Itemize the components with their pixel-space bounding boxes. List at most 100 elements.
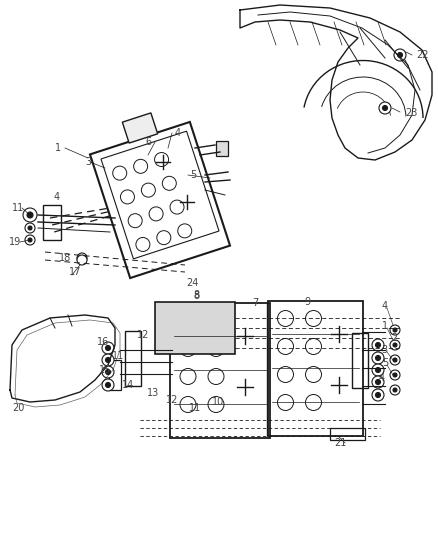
Circle shape — [113, 166, 127, 180]
Circle shape — [390, 325, 400, 335]
Text: 17: 17 — [69, 267, 81, 277]
Circle shape — [155, 152, 169, 166]
Circle shape — [180, 312, 196, 328]
Circle shape — [372, 389, 384, 401]
Circle shape — [390, 355, 400, 365]
Circle shape — [208, 312, 224, 328]
Circle shape — [305, 394, 321, 410]
Circle shape — [398, 52, 403, 58]
Text: 8: 8 — [193, 290, 199, 300]
Text: 19: 19 — [9, 237, 21, 247]
Bar — [330, 428, 365, 440]
Circle shape — [278, 338, 293, 354]
Text: 10: 10 — [212, 397, 224, 407]
Circle shape — [372, 352, 384, 364]
Text: 11: 11 — [12, 203, 24, 213]
Text: 14: 14 — [122, 380, 134, 390]
Circle shape — [393, 343, 397, 347]
Circle shape — [375, 343, 381, 348]
Circle shape — [136, 238, 150, 252]
Text: 22: 22 — [416, 50, 428, 60]
Circle shape — [134, 159, 148, 173]
Bar — [43, 205, 61, 239]
Circle shape — [305, 367, 321, 383]
Bar — [155, 302, 235, 354]
Circle shape — [375, 356, 381, 360]
Text: 2: 2 — [391, 333, 397, 343]
Text: 3: 3 — [381, 345, 387, 355]
Circle shape — [102, 379, 114, 391]
Circle shape — [379, 102, 391, 114]
Text: 4: 4 — [54, 192, 60, 202]
Circle shape — [102, 354, 114, 366]
Circle shape — [157, 231, 171, 245]
Text: 9: 9 — [304, 297, 310, 307]
Circle shape — [390, 340, 400, 350]
Text: 5: 5 — [382, 358, 388, 368]
Circle shape — [372, 364, 384, 376]
Circle shape — [27, 212, 33, 218]
Circle shape — [28, 238, 32, 242]
Circle shape — [141, 183, 155, 197]
Circle shape — [372, 376, 384, 388]
Circle shape — [382, 106, 388, 110]
Circle shape — [106, 383, 110, 387]
Text: 3: 3 — [85, 157, 91, 167]
Circle shape — [102, 366, 114, 378]
Circle shape — [180, 341, 196, 357]
Text: 1: 1 — [55, 143, 61, 153]
Text: 12: 12 — [166, 395, 178, 405]
Circle shape — [28, 226, 32, 230]
Bar — [268, 301, 363, 435]
Circle shape — [375, 379, 381, 384]
Circle shape — [208, 368, 224, 384]
Bar — [125, 330, 141, 385]
Circle shape — [25, 235, 35, 245]
Circle shape — [170, 200, 184, 214]
Circle shape — [106, 358, 110, 362]
Circle shape — [23, 208, 37, 222]
Circle shape — [208, 397, 224, 413]
Text: 20: 20 — [12, 403, 24, 413]
Circle shape — [278, 394, 293, 410]
Circle shape — [180, 368, 196, 384]
Text: 8: 8 — [193, 291, 199, 301]
Circle shape — [180, 397, 196, 413]
Circle shape — [375, 392, 381, 398]
Circle shape — [305, 311, 321, 327]
Text: 4: 4 — [175, 128, 181, 138]
Bar — [101, 131, 219, 259]
Text: 18: 18 — [59, 253, 71, 263]
Circle shape — [149, 207, 163, 221]
Bar — [90, 122, 230, 278]
Circle shape — [305, 338, 321, 354]
Circle shape — [393, 358, 397, 362]
Circle shape — [375, 367, 381, 373]
Circle shape — [393, 388, 397, 392]
Circle shape — [106, 369, 110, 375]
Text: 13: 13 — [147, 388, 159, 398]
Text: 6: 6 — [145, 137, 151, 147]
Circle shape — [390, 385, 400, 395]
Bar — [170, 303, 270, 438]
Text: 12: 12 — [137, 330, 149, 340]
Text: 5: 5 — [190, 170, 196, 180]
Text: 21: 21 — [334, 438, 346, 448]
Circle shape — [77, 253, 87, 263]
Text: 7: 7 — [252, 298, 258, 308]
Text: 1: 1 — [382, 321, 388, 331]
Bar — [216, 141, 228, 156]
Circle shape — [394, 49, 406, 61]
Circle shape — [393, 373, 397, 377]
Text: 24: 24 — [186, 278, 198, 288]
Circle shape — [393, 328, 397, 332]
Circle shape — [80, 256, 84, 260]
Circle shape — [390, 370, 400, 380]
Text: 15: 15 — [99, 365, 111, 375]
Bar — [352, 333, 368, 387]
Circle shape — [106, 345, 110, 351]
Circle shape — [178, 224, 192, 238]
Bar — [122, 113, 158, 143]
Text: 4: 4 — [382, 301, 388, 311]
Circle shape — [278, 311, 293, 327]
